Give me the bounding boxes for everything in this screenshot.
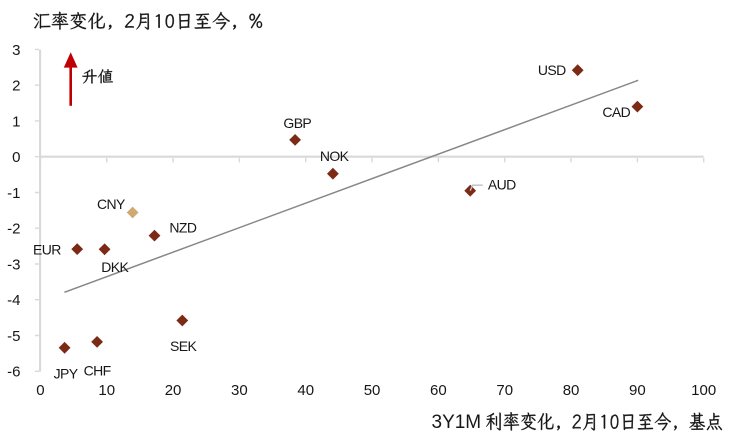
svg-text:-5: -5 [7, 328, 20, 345]
svg-text:CNY: CNY [97, 196, 126, 212]
svg-text:-1: -1 [7, 185, 20, 202]
svg-text:NZD: NZD [169, 219, 196, 235]
svg-text:AUD: AUD [488, 177, 516, 193]
svg-text:50: 50 [364, 382, 381, 399]
svg-text:SEK: SEK [170, 338, 197, 354]
svg-text:-3: -3 [7, 256, 20, 273]
svg-text:CHF: CHF [84, 363, 111, 379]
svg-text:DKK: DKK [101, 259, 129, 275]
svg-text:-4: -4 [7, 292, 20, 309]
svg-text:GBP: GBP [283, 115, 311, 131]
svg-text:3Y1M: 3Y1M [432, 412, 482, 433]
svg-text:CAD: CAD [602, 104, 630, 120]
svg-text:2: 2 [12, 78, 20, 95]
svg-text:90: 90 [629, 382, 646, 399]
svg-text:70: 70 [496, 382, 513, 399]
svg-text:0: 0 [36, 382, 44, 399]
svg-text:1: 1 [12, 113, 20, 130]
svg-text:30: 30 [231, 382, 248, 399]
svg-text:40: 40 [297, 382, 314, 399]
svg-text:-2: -2 [7, 221, 20, 238]
svg-text:JPY: JPY [54, 365, 79, 381]
svg-text:10: 10 [98, 382, 115, 399]
svg-text:NOK: NOK [320, 148, 350, 164]
svg-text:USD: USD [538, 62, 566, 78]
svg-text:-6: -6 [7, 364, 20, 381]
svg-text:0: 0 [12, 149, 20, 166]
svg-text:20: 20 [165, 382, 182, 399]
svg-text:60: 60 [430, 382, 447, 399]
svg-text:3: 3 [12, 42, 20, 59]
svg-text:100: 100 [691, 382, 716, 399]
svg-text:80: 80 [563, 382, 580, 399]
svg-text:EUR: EUR [33, 241, 61, 257]
